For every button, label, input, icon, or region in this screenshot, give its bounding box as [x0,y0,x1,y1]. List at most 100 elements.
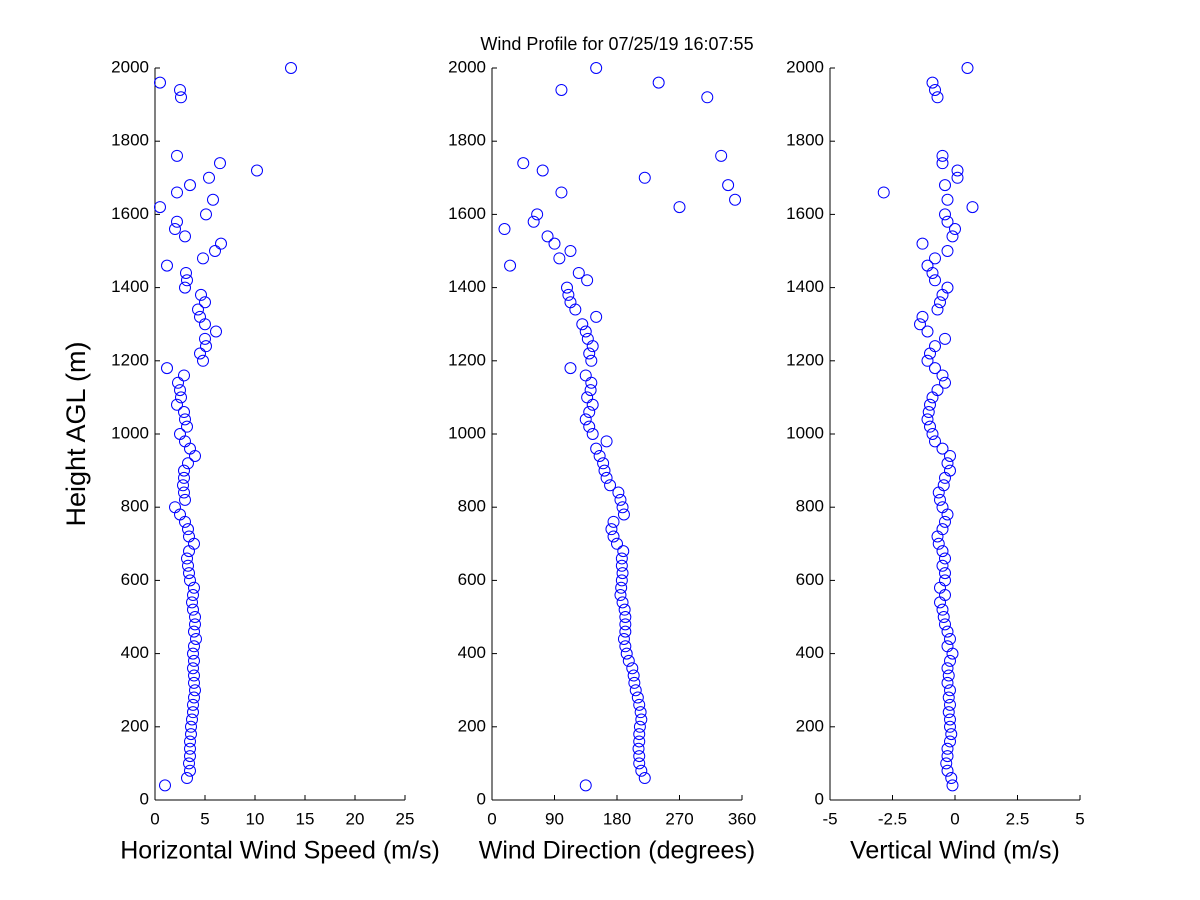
data-point [171,149,183,162]
data-point [921,259,934,272]
data-point [188,691,200,704]
data-point [936,603,949,616]
data-point [184,179,196,192]
data-point [633,698,646,711]
data-point [541,230,554,243]
data-point [921,325,934,338]
data-point [174,428,186,440]
data-point [194,310,206,323]
data-point [611,537,623,550]
y-tick-label: 1400 [111,277,149,296]
y-tick-label: 1000 [448,423,486,442]
data-point [616,501,629,514]
data-point [632,742,645,755]
data-point [184,735,196,748]
data-point [652,76,665,89]
x-tick-label: 0 [487,809,496,828]
x-axis-label: Horizontal Wind Speed (m/s) [120,837,440,865]
data-point [178,486,190,499]
data-point [178,406,190,419]
data-point [187,603,199,616]
y-tick-label: 200 [458,716,486,735]
data-point [179,493,191,506]
data-point [161,362,173,375]
data-point [179,435,191,448]
data-point [629,684,642,697]
data-point [939,574,951,587]
data-point [553,252,566,265]
data-point [583,347,596,360]
data-point [169,501,181,514]
data-point [171,398,183,411]
data-point [583,406,596,419]
x-tick-label: 2.5 [1006,809,1030,828]
x-tick-label: 15 [296,809,315,828]
data-point [931,384,944,397]
y-tick-label: 1000 [786,423,824,442]
data-point [936,442,949,455]
data-point [634,706,647,719]
data-point [593,449,606,462]
data-point [186,713,198,726]
data-point [572,266,585,279]
data-point [210,325,222,338]
data-point [590,442,603,455]
data-point [615,559,628,572]
data-point [619,625,632,638]
data-point [188,640,200,653]
data-point [183,567,195,580]
x-axis-label: Vertical Wind (m/s) [850,837,1060,865]
data-point [585,354,598,367]
data-point [941,508,954,521]
data-point [590,62,603,74]
data-point [622,654,635,667]
x-tick-label: 25 [396,809,415,828]
data-point [924,347,936,360]
data-point [924,420,936,433]
data-point [199,332,211,345]
data-point [184,750,196,763]
y-tick-label: 0 [477,789,486,808]
data-point [207,193,219,206]
data-point [936,545,949,558]
y-tick-label: 800 [121,497,149,516]
data-point [941,281,954,294]
y-tick-label: 2000 [448,57,486,76]
data-point [197,354,209,367]
data-point [941,742,954,755]
data-point [586,428,599,440]
data-point [922,406,935,419]
data-point [174,508,186,521]
data-point [673,201,686,214]
data-point [562,288,575,301]
data-point [184,764,196,777]
data-point [939,552,951,565]
data-point [633,728,646,741]
data-point [926,266,939,279]
y-tick-label: 1400 [448,277,486,296]
data-point [564,296,577,309]
data-point [631,691,644,704]
data-point [579,325,592,338]
y-tick-label: 800 [796,497,824,516]
data-point [187,589,199,602]
data-point [174,83,186,96]
data-point [939,471,951,484]
data-point [195,288,207,301]
data-point [182,559,194,572]
data-point [617,632,630,645]
data-point [914,318,926,331]
data-point [729,193,742,206]
data-point [939,589,951,602]
data-point [564,245,577,257]
data-point [921,354,934,367]
data-point [183,545,195,558]
data-point [184,574,196,587]
data-point [188,669,200,682]
data-point [701,91,714,104]
y-tick-label: 400 [796,643,824,662]
data-point [581,274,594,287]
data-point [188,537,200,550]
y-axis-label: Height AGL (m) [61,341,91,526]
